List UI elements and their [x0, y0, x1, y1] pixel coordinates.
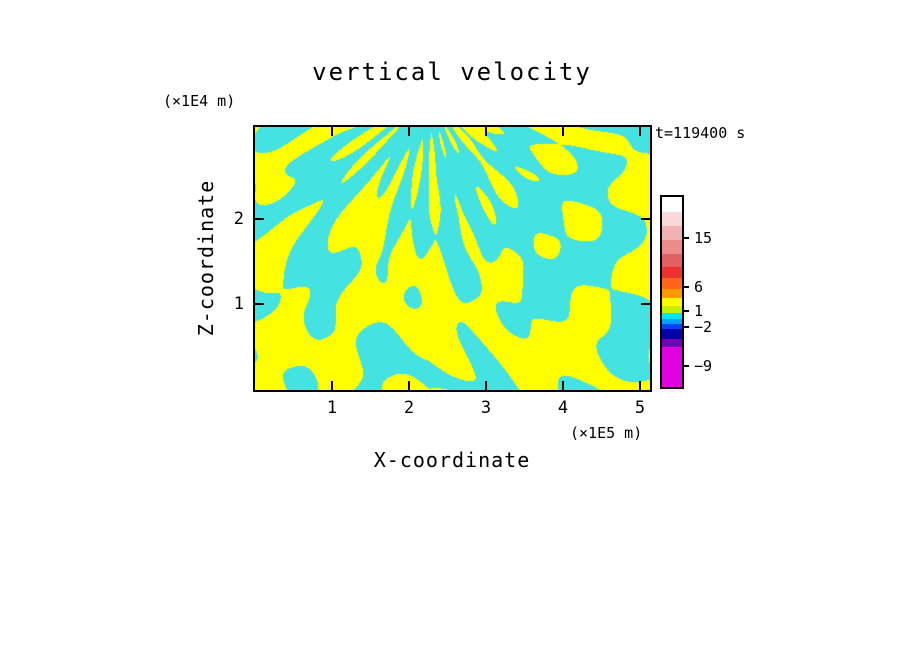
- colorbar-segment: [662, 212, 682, 226]
- z-axis-title: Z-coordinate: [194, 179, 218, 337]
- colorbar-tick-label: 15: [694, 228, 713, 247]
- colorbar-segment: [662, 306, 682, 313]
- x-axis-unit-label: (×1E5 m): [570, 424, 643, 442]
- colorbar-segment: [662, 240, 682, 254]
- colorbar-segment: [662, 339, 682, 347]
- x-tick-mark: [407, 381, 410, 390]
- colorbar-segment: [662, 226, 682, 240]
- plot-frame: [253, 125, 652, 392]
- x-tick-label: 2: [403, 398, 415, 418]
- x-tick-label: 3: [480, 398, 492, 418]
- colorbar-segment: [662, 324, 682, 329]
- colorbar-segment: [662, 313, 682, 319]
- x-tick-mark: [638, 127, 641, 136]
- z-tick-mark: [641, 303, 650, 306]
- z-tick-mark: [641, 217, 650, 220]
- chart-title: vertical velocity: [312, 58, 592, 86]
- x-tick-mark: [484, 381, 487, 390]
- x-tick-label: 5: [634, 398, 646, 418]
- colorbar-segment: [662, 278, 682, 289]
- colorbar-tick-labels: 15 6 1 −2 −9: [694, 195, 738, 385]
- x-tick-mark: [561, 381, 564, 390]
- z-tick-label: 1: [233, 294, 244, 315]
- colorbar-tick-mark: [684, 310, 689, 313]
- plot-area: [255, 127, 650, 390]
- colorbar-tick-mark: [684, 236, 689, 239]
- colorbar-segment: [662, 197, 682, 212]
- colorbar-segment: [662, 329, 682, 339]
- colorbar-tick-label: −9: [694, 357, 713, 375]
- x-tick-mark: [638, 381, 641, 390]
- colorbar-segment: [662, 289, 682, 298]
- x-tick-mark: [330, 381, 333, 390]
- colorbar-tick-mark: [684, 285, 689, 288]
- x-tick-mark: [561, 127, 564, 136]
- x-tick-label: 1: [326, 398, 338, 418]
- x-tick-labels: 1 2 3 4 5: [255, 398, 650, 420]
- z-tick-mark: [255, 303, 264, 306]
- colorbar-tick-label: 1: [694, 302, 704, 321]
- z-tick-label: 2: [233, 208, 244, 229]
- z-tick-mark: [255, 217, 264, 220]
- colorbar-tick-marks: [684, 195, 690, 385]
- colorbar-segment: [662, 347, 682, 387]
- x-tick-label: 4: [557, 398, 569, 418]
- colorbar-tick-label: 6: [694, 277, 704, 296]
- colorbar-segment: [662, 267, 682, 278]
- colorbar-tick-mark: [684, 326, 689, 329]
- colorbar-tick-mark: [684, 365, 689, 367]
- colorbar-segment: [662, 254, 682, 267]
- x-tick-mark: [407, 127, 410, 136]
- x-tick-mark: [484, 127, 487, 136]
- colorbar-segment: [662, 319, 682, 324]
- colorbar: [660, 195, 684, 389]
- z-axis-unit-label: (×1E4 m): [163, 92, 236, 110]
- x-tick-mark: [330, 127, 333, 136]
- colorbar-tick-label: −2: [694, 318, 713, 337]
- heatmap-canvas: [255, 127, 650, 390]
- colorbar-stack: [662, 197, 682, 387]
- time-annotation: t=119400 s: [655, 124, 746, 142]
- colorbar-segment: [662, 298, 682, 306]
- x-axis-title: X-coordinate: [373, 448, 531, 472]
